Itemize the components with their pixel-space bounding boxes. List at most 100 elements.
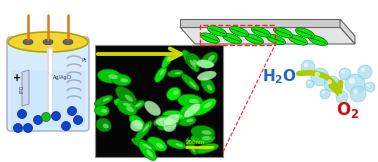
Text: $\mathbf{O_2}$: $\mathbf{O_2}$ <box>336 100 359 120</box>
Ellipse shape <box>288 35 307 45</box>
Bar <box>200 25 275 45</box>
Circle shape <box>308 82 310 84</box>
Ellipse shape <box>308 35 327 46</box>
Ellipse shape <box>245 34 263 44</box>
Ellipse shape <box>204 102 212 108</box>
Ellipse shape <box>181 74 199 90</box>
Ellipse shape <box>186 53 201 68</box>
Ellipse shape <box>186 119 193 122</box>
Ellipse shape <box>146 150 153 157</box>
Ellipse shape <box>229 26 248 37</box>
Ellipse shape <box>201 130 211 135</box>
Ellipse shape <box>192 144 219 154</box>
Ellipse shape <box>208 55 215 61</box>
Ellipse shape <box>114 98 134 109</box>
Ellipse shape <box>173 90 178 95</box>
Circle shape <box>322 91 325 94</box>
Ellipse shape <box>163 114 180 126</box>
Ellipse shape <box>94 105 109 116</box>
Ellipse shape <box>191 146 195 152</box>
Ellipse shape <box>116 86 136 105</box>
Ellipse shape <box>229 26 248 37</box>
Ellipse shape <box>223 33 242 44</box>
Circle shape <box>68 106 76 116</box>
Ellipse shape <box>296 28 314 38</box>
Ellipse shape <box>143 144 152 149</box>
Polygon shape <box>180 27 355 44</box>
Ellipse shape <box>144 101 161 116</box>
Ellipse shape <box>143 124 149 132</box>
Circle shape <box>42 112 51 122</box>
Ellipse shape <box>194 98 216 116</box>
Ellipse shape <box>147 137 167 151</box>
Ellipse shape <box>204 146 215 150</box>
Circle shape <box>339 68 351 80</box>
Ellipse shape <box>186 138 197 155</box>
Circle shape <box>301 60 315 74</box>
Ellipse shape <box>201 77 215 93</box>
Ellipse shape <box>108 74 118 79</box>
Circle shape <box>361 68 365 72</box>
Ellipse shape <box>251 27 271 37</box>
Circle shape <box>62 122 71 131</box>
Circle shape <box>320 89 330 99</box>
Circle shape <box>17 110 26 118</box>
Ellipse shape <box>308 35 327 46</box>
Ellipse shape <box>288 35 307 45</box>
Ellipse shape <box>208 26 226 36</box>
Circle shape <box>350 86 366 102</box>
Circle shape <box>324 76 340 92</box>
Circle shape <box>34 116 42 125</box>
Circle shape <box>73 116 82 125</box>
Ellipse shape <box>266 34 285 45</box>
Ellipse shape <box>136 121 143 127</box>
Ellipse shape <box>196 60 214 68</box>
Ellipse shape <box>189 99 199 104</box>
Circle shape <box>51 111 60 121</box>
Text: Ag/AgCl: Ag/AgCl <box>53 75 72 80</box>
Ellipse shape <box>266 34 285 45</box>
Polygon shape <box>340 19 355 44</box>
Ellipse shape <box>174 114 183 117</box>
Polygon shape <box>180 19 340 27</box>
Ellipse shape <box>135 121 152 141</box>
Ellipse shape <box>23 39 33 45</box>
Ellipse shape <box>160 69 164 75</box>
Ellipse shape <box>245 34 263 44</box>
Ellipse shape <box>251 27 271 37</box>
Ellipse shape <box>223 33 242 44</box>
Ellipse shape <box>98 69 122 83</box>
Ellipse shape <box>167 70 184 77</box>
Ellipse shape <box>200 52 218 69</box>
Circle shape <box>314 72 320 77</box>
FancyBboxPatch shape <box>7 37 89 131</box>
Circle shape <box>345 74 365 94</box>
Ellipse shape <box>191 125 215 139</box>
FancyBboxPatch shape <box>11 70 85 127</box>
Ellipse shape <box>156 117 174 126</box>
Ellipse shape <box>130 120 143 131</box>
Text: ITO: ITO <box>20 85 25 93</box>
Circle shape <box>349 78 355 84</box>
Ellipse shape <box>167 120 177 125</box>
Circle shape <box>327 79 332 84</box>
Circle shape <box>358 65 372 79</box>
Ellipse shape <box>111 74 131 86</box>
Ellipse shape <box>162 53 172 68</box>
Circle shape <box>304 63 308 67</box>
Ellipse shape <box>153 115 168 126</box>
Ellipse shape <box>163 110 187 121</box>
Ellipse shape <box>167 87 181 100</box>
Circle shape <box>336 91 348 103</box>
Ellipse shape <box>191 132 215 144</box>
Circle shape <box>23 123 33 133</box>
Ellipse shape <box>157 116 180 130</box>
Ellipse shape <box>175 143 183 147</box>
Ellipse shape <box>123 103 131 107</box>
Ellipse shape <box>190 60 196 69</box>
Ellipse shape <box>191 107 200 112</box>
Ellipse shape <box>200 33 220 43</box>
Circle shape <box>365 82 375 92</box>
FancyArrowPatch shape <box>299 73 341 93</box>
Ellipse shape <box>103 97 110 101</box>
